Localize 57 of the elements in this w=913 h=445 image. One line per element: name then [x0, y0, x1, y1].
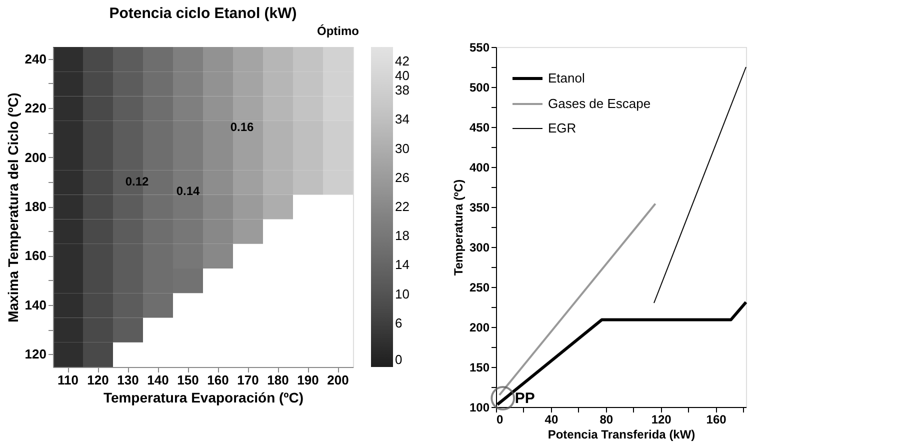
color-bar-label: 18 — [395, 228, 410, 244]
y-axis-title: Temperatura (ºC) — [451, 179, 466, 276]
color-bar-label: 42 — [395, 54, 410, 69]
y-tick-label: 300 — [469, 240, 490, 254]
y-tick-label: 550 — [469, 40, 490, 54]
x-tick-label: 190 — [297, 372, 319, 388]
y-tick-label: 200 — [469, 320, 490, 334]
color-bar-label: 40 — [395, 68, 410, 84]
y-tick-label: 500 — [469, 80, 490, 94]
x-tick-label: 130 — [117, 372, 139, 388]
color-bar-label: 38 — [395, 82, 410, 98]
y-tick-label: 240 — [24, 51, 46, 66]
y-tick-label: 200 — [24, 150, 46, 165]
color-bar-label: 34 — [395, 112, 410, 127]
legend-label: Etanol — [548, 70, 585, 86]
color-bar-label: 14 — [395, 257, 410, 272]
y-tick-label: 160 — [24, 248, 46, 264]
color-bar-label: 26 — [395, 170, 410, 185]
x-tick-label: 120 — [87, 372, 109, 388]
legend-label: Gases de Escape — [548, 96, 651, 111]
y-tick-label: 350 — [469, 200, 490, 214]
x-axis-title: Potencia Transferida (kW) — [548, 428, 696, 442]
color-bar-label: 30 — [395, 140, 410, 156]
y-tick-label: 400 — [469, 160, 490, 174]
y-tick-label: 150 — [469, 360, 490, 374]
x-tick-label: 200 — [327, 372, 349, 388]
x-tick-label: 140 — [147, 372, 169, 388]
x-tick-label: 40 — [544, 412, 558, 426]
x-tick-label: 120 — [651, 412, 672, 426]
color-bar-label: 22 — [395, 199, 410, 214]
annotation: 0.12 — [125, 174, 149, 188]
x-tick-label: 0 — [496, 412, 504, 426]
text: Óptimo — [317, 24, 359, 38]
y-tick-label: 100 — [469, 400, 490, 414]
x-tick-label: 160 — [207, 372, 229, 388]
x-tick-label: 160 — [706, 412, 727, 426]
x-tick-label: 110 — [58, 372, 78, 388]
color-bar-label: 0 — [395, 352, 402, 367]
x-tick-label: 150 — [177, 372, 199, 388]
y-tick-label: 250 — [469, 280, 490, 294]
chart-title: Potencia ciclo Etanol (kW) — [109, 5, 297, 22]
y-axis-title: Maxima Temperatura del Ciclo (ºC) — [4, 92, 21, 322]
annotation: 0.16 — [230, 120, 254, 134]
x-tick-label: 170 — [237, 372, 259, 388]
x-tick-label: 80 — [600, 412, 614, 426]
color-bar-label: 10 — [395, 286, 410, 302]
legend-label: EGR — [548, 120, 576, 136]
x-tick-label: 180 — [267, 372, 289, 388]
y-tick-label: 120 — [24, 346, 46, 362]
y-tick-label: 140 — [24, 297, 46, 312]
y-tick-label: 450 — [469, 120, 490, 134]
x-axis-title: Temperatura Evaporación (ºC) — [103, 390, 304, 406]
color-bar-label: 6 — [395, 315, 402, 330]
annotation: 0.14 — [176, 184, 200, 198]
annotation: PP — [514, 390, 535, 408]
y-tick-label: 220 — [24, 100, 46, 116]
y-tick-label: 180 — [24, 199, 46, 214]
